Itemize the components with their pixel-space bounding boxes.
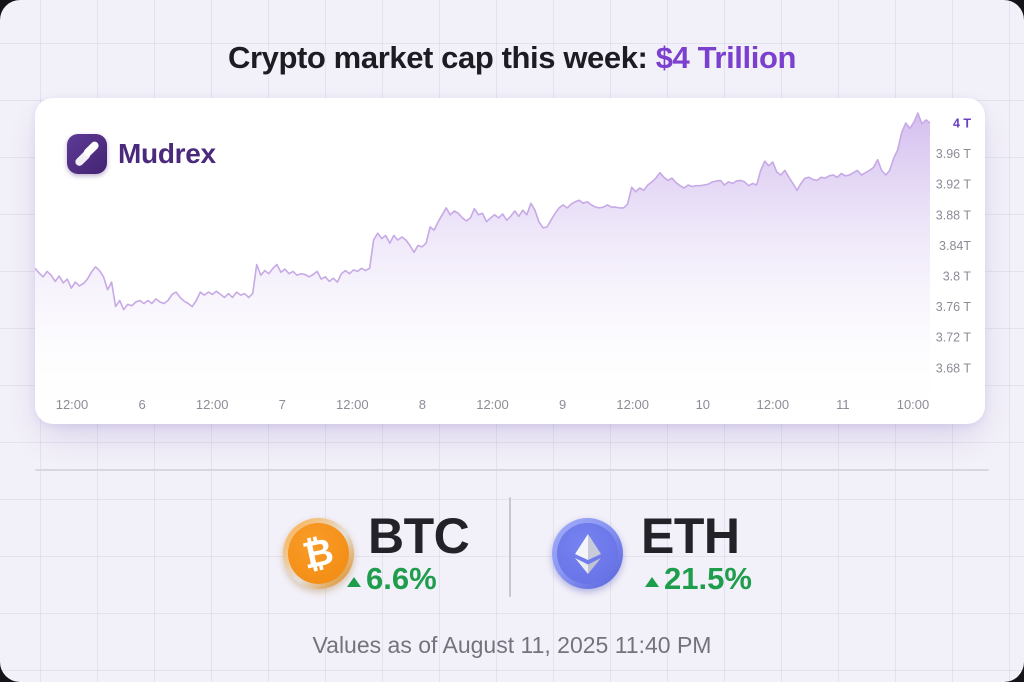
eth-symbol: ETH (641, 508, 740, 564)
btc-symbol: BTC (368, 508, 470, 564)
svg-text:3.92 T: 3.92 T (936, 178, 972, 192)
svg-text:10: 10 (696, 397, 710, 412)
btc-change: 6.6% (347, 563, 437, 594)
page-title: Crypto market cap this week: $4 Trillion (0, 40, 1024, 76)
btc-change-value: 6.6% (366, 561, 437, 596)
svg-text:12:00: 12:00 (336, 397, 369, 412)
svg-text:12:00: 12:00 (476, 397, 509, 412)
svg-text:3.8 T: 3.8 T (943, 270, 972, 284)
svg-text:12:00: 12:00 (757, 397, 790, 412)
mudrex-wordmark: Mudrex (118, 138, 216, 169)
svg-text:9: 9 (559, 397, 566, 412)
svg-text:11: 11 (836, 397, 850, 412)
market-cap-area-chart: 4 T 3.96 T 3.92 T 3.88 T 3.84T 3.8 T 3.76 T 3.7… (35, 112, 972, 424)
bitcoin-glyph: ₿ (299, 529, 338, 578)
svg-text:12:00: 12:00 (196, 397, 229, 412)
footer-note: Values as of August 11, 2025 11:40 PM (312, 632, 712, 658)
page-title-highlight: $4 Trillion (655, 40, 797, 75)
eth-change: 21.5% (645, 563, 752, 594)
ethereum-glyph (574, 533, 601, 574)
svg-text:3.88 T: 3.88 T (936, 208, 972, 222)
svg-text:3.68 T: 3.68 T (936, 361, 972, 375)
svg-text:7: 7 (279, 397, 286, 412)
svg-text:6: 6 (138, 397, 145, 412)
eth-icon (552, 518, 623, 589)
eth-change-value: 21.5% (664, 561, 752, 596)
coin-divider (509, 497, 511, 597)
mudrex-logo-icon (67, 134, 107, 174)
page-title-text: Crypto market cap this week: (227, 40, 656, 75)
chart-card: Mudrex 4 T 3.96 T 3.92 T 3.88 T 3.84T 3.8 T 3.… (35, 98, 985, 424)
svg-text:3.76 T: 3.76 T (936, 300, 972, 314)
svg-text:10:00: 10:00 (897, 397, 930, 412)
section-divider (35, 469, 989, 471)
svg-text:12:00: 12:00 (56, 397, 89, 412)
svg-text:4 T: 4 T (953, 117, 971, 131)
svg-text:12:00: 12:00 (616, 397, 649, 412)
svg-text:3.72 T: 3.72 T (936, 331, 972, 345)
svg-text:3.96 T: 3.96 T (936, 147, 972, 161)
svg-text:3.84T: 3.84T (939, 239, 971, 253)
btc-icon: ₿ (283, 518, 354, 589)
up-arrow-icon (347, 576, 361, 587)
mudrex-brand: Mudrex (67, 134, 216, 174)
svg-text:8: 8 (419, 397, 426, 412)
up-arrow-icon (645, 576, 659, 587)
